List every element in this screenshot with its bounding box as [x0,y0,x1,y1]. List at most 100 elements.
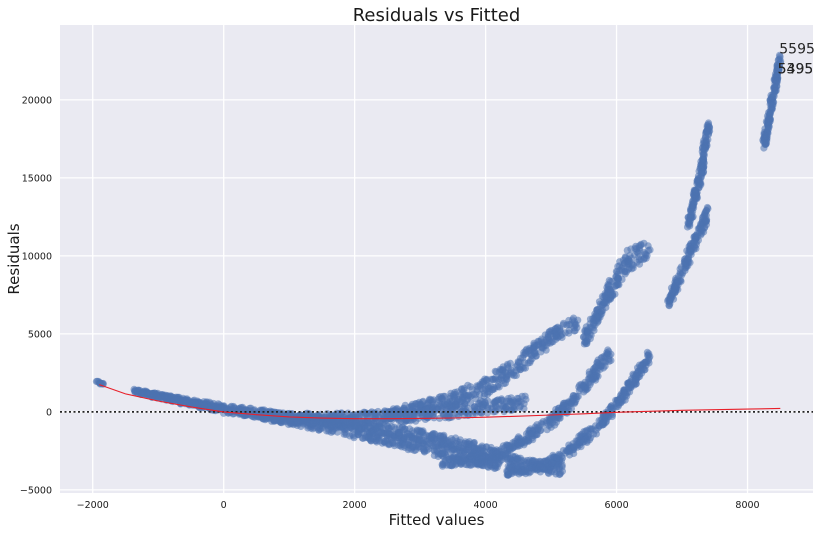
data-point [628,377,636,385]
data-point [760,137,769,145]
data-point [771,73,779,81]
data-point [487,458,495,467]
data-point [495,453,503,461]
data-point [666,295,674,303]
y-tick-label: 15000 [22,173,52,184]
data-point [189,400,197,408]
data-point [640,366,648,374]
data-point [501,379,509,387]
data-point [434,452,442,461]
data-point [527,352,535,360]
data-point [486,453,494,461]
data-point [417,400,425,409]
data-point [416,436,424,444]
data-point [492,462,500,470]
data-point [357,424,365,432]
data-point [698,218,706,227]
data-point [438,461,446,469]
data-point [492,403,500,411]
data-point [612,281,620,290]
x-tick-label: −2000 [77,500,109,511]
data-point [515,470,523,478]
data-point [700,137,708,145]
data-point [635,242,643,250]
data-point [370,409,379,417]
data-point [534,425,542,433]
data-point [603,411,611,419]
data-point [521,364,530,372]
data-point [556,325,564,333]
x-tick-label: 6000 [604,500,628,511]
data-point [565,326,573,335]
data-point [624,384,633,392]
data-point [529,456,537,464]
data-point [553,414,561,422]
data-point [227,408,235,416]
data-point [541,331,549,339]
data-point [350,432,358,440]
data-point [385,429,394,437]
data-point [587,378,595,386]
data-point [274,411,282,419]
data-point [627,254,636,262]
data-point [686,211,694,219]
y-tick-label: 0 [46,407,52,418]
data-point [583,339,591,347]
data-point [566,320,575,328]
data-point [644,242,652,250]
data-point [645,350,653,358]
data-point [643,358,651,367]
data-point [760,144,768,152]
data-point [570,449,578,458]
y-tick-label: 20000 [22,95,52,106]
data-point [491,374,499,382]
data-point [419,427,427,435]
data-point [620,392,628,401]
data-point [361,408,369,417]
data-point [691,186,699,194]
data-point [605,355,613,363]
data-point [575,432,583,440]
x-tick-labels: −2000 0 2000 4000 6000 8000 [77,500,760,511]
data-point [613,268,621,276]
data-point [504,471,512,479]
data-point [436,432,444,440]
data-point [536,463,544,471]
data-point [770,98,778,106]
data-point [400,404,408,412]
data-point [441,400,449,408]
data-point [404,430,412,438]
data-point [448,454,456,462]
data-point [308,420,316,428]
data-point [592,362,600,370]
data-point [325,415,334,423]
data-point [517,398,525,406]
x-tick-label: 2000 [343,500,367,511]
data-point [687,248,695,256]
data-point [592,372,601,380]
data-point [458,457,466,465]
data-point [498,372,506,380]
data-point [458,396,467,404]
data-point [636,361,644,369]
data-point [476,381,484,389]
data-point [627,245,635,253]
data-point [514,462,522,470]
data-point [459,447,467,455]
point-annotation: 5495 [778,62,814,78]
data-point [700,152,708,160]
point-annotation: 5595 [779,41,815,57]
data-point [546,418,554,426]
data-point [572,321,580,329]
data-point [252,408,260,416]
data-point [507,369,515,378]
data-point [562,447,571,455]
data-point [395,431,403,439]
data-point [351,417,359,425]
data-point [446,438,454,446]
data-point [502,402,510,411]
data-point [528,430,536,438]
data-point [482,401,490,410]
data-point [610,404,618,412]
